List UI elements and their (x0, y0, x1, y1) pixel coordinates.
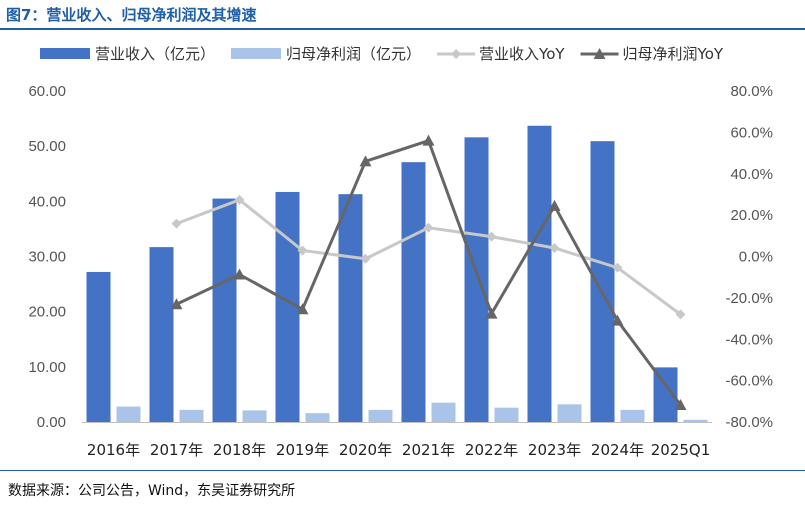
legend-swatch-revenue (40, 48, 90, 59)
net-profit-bar (494, 407, 519, 422)
left-tick-label: 60.00 (28, 83, 66, 100)
legend-marker-triangle (593, 48, 606, 59)
profit-yoy-point (233, 268, 246, 280)
revenue-bar (401, 162, 426, 423)
net-profit-bar (431, 402, 456, 422)
revenue-yoy-point (549, 243, 560, 254)
legend-label: 营业收入YoY (479, 45, 565, 63)
right-tick-label: 0.0% (739, 249, 773, 266)
legend-label: 营业收入（亿元） (95, 45, 215, 63)
revenue-yoy-point (171, 218, 182, 229)
right-tick-label: -80.0% (725, 414, 773, 431)
right-tick-label: -20.0% (725, 290, 773, 307)
net-profit-bar (368, 409, 393, 422)
profit-yoy-point (422, 134, 435, 146)
right-axis: -80.0% -60.0% -40.0% -20.0% 0.0% 20.0% 40.0% 60… (725, 83, 773, 431)
revenue-yoy-point (612, 262, 623, 273)
x-tick-label: 2018年 (213, 441, 266, 459)
left-tick-label: 10.00 (28, 359, 66, 376)
revenue-yoy-point (675, 309, 686, 320)
legend-marker-diamond (451, 49, 462, 59)
net-profit-bar (305, 413, 330, 422)
left-tick-label: 20.00 (28, 304, 66, 321)
right-tick-label: -60.0% (725, 373, 773, 390)
x-tick-label: 2016年 (87, 441, 140, 459)
left-tick-label: 40.00 (28, 193, 66, 210)
revenue-yoy-point (486, 231, 497, 242)
bars (86, 125, 708, 423)
left-axis: 0.00 10.00 20.00 30.00 40.00 50.00 60.00 (28, 83, 66, 431)
right-tick-label: -40.0% (725, 331, 773, 348)
x-tick-label: 2020年 (339, 441, 392, 459)
chart: 营业收入（亿元） 归母净利润（亿元） 营业收入YoY 归母净利润YoY 0.00 10.… (28, 45, 773, 459)
source-divider (0, 470, 805, 471)
left-tick-label: 50.00 (28, 138, 66, 155)
net-profit-bar (683, 419, 708, 422)
lines (170, 134, 687, 411)
profit-yoy-point (359, 155, 372, 167)
revenue-bar (527, 125, 552, 422)
profit-yoy-point (548, 199, 561, 211)
revenue-yoy-point (423, 222, 434, 233)
left-tick-label: 0.00 (37, 414, 66, 431)
left-tick-label: 30.00 (28, 249, 66, 266)
revenue-yoy-point (297, 245, 308, 256)
revenue-bar (86, 271, 111, 422)
legend: 营业收入（亿元） 归母净利润（亿元） 营业收入YoY 归母净利润YoY (40, 45, 724, 63)
revenue-yoy-point (360, 253, 371, 264)
x-tick-label: 2023年 (528, 441, 581, 459)
revenue-bar (338, 194, 363, 422)
figure-title: 图7：营业收入、归母净利润及其增速 (6, 6, 257, 24)
profit-yoy-point (611, 314, 624, 326)
x-tick-label: 2019年 (276, 441, 329, 459)
legend-label: 归母净利润（亿元） (286, 45, 421, 63)
title-divider (0, 28, 805, 30)
legend-label: 归母净利润YoY (623, 45, 724, 63)
profit-yoy-point (674, 399, 687, 411)
net-profit-bar (116, 406, 141, 422)
source-note: 数据来源：公司公告，Wind，东吴证券研究所 (8, 483, 296, 499)
x-tick-label: 2022年 (465, 441, 518, 459)
net-profit-bar (557, 404, 582, 422)
revenue-bar (149, 247, 174, 422)
profit-yoy-point (485, 307, 498, 319)
x-axis: 2016年 2017年 2018年 2019年 2020年 2021年 2022年 2023年… (82, 422, 712, 459)
x-tick-label: 2017年 (150, 441, 203, 459)
revenue-bar (212, 198, 237, 422)
profit-yoy-point (170, 298, 183, 310)
x-tick-label: 2024年 (591, 441, 644, 459)
legend-swatch-profit (231, 48, 282, 59)
right-tick-label: 80.0% (730, 83, 773, 100)
profit-yoy-point (296, 303, 309, 315)
x-tick-label: 2021年 (402, 441, 455, 459)
x-tick-label: 2025Q1 (651, 441, 711, 459)
revenue-bar (590, 141, 615, 422)
net-profit-bar (620, 409, 645, 422)
net-profit-bar (179, 409, 204, 422)
right-tick-label: 40.0% (730, 166, 773, 183)
net-profit-bar (242, 410, 267, 422)
revenue-bar (464, 137, 489, 422)
right-tick-label: 20.0% (730, 207, 773, 224)
revenue-yoy-point (234, 194, 245, 205)
right-tick-label: 60.0% (730, 124, 773, 141)
